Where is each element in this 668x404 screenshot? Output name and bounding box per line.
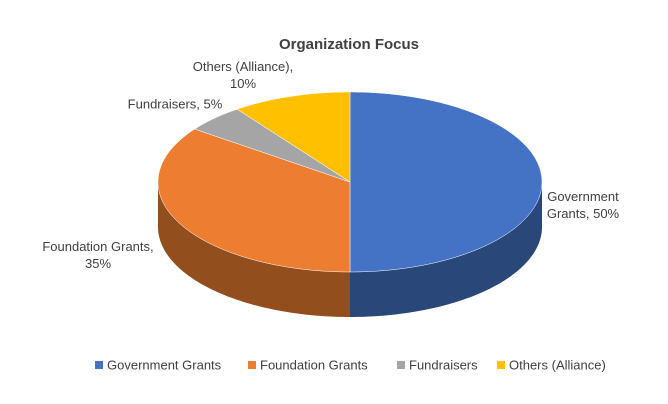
slice [236,91,351,183]
slice [349,91,543,273]
slice [194,108,351,183]
legend-label: Government Grants [107,357,222,372]
slice [157,128,351,273]
slice-side [158,182,350,317]
legend-label: Others (Alliance) [509,357,606,372]
data-label: Foundation Grants, 35% [42,239,154,271]
legend-label: Fundraisers [409,357,478,372]
data-label: Government Grants, 50% [546,189,620,221]
legend-swatch [397,361,405,369]
legend-swatch [95,361,103,369]
legend-label: Foundation Grants [260,357,368,372]
legend-swatch [248,361,256,369]
data-label: Fundraisers, 5% [127,96,223,112]
legend-swatch [497,361,505,369]
slice-side [350,182,542,317]
data-label: Others (Alliance), 10% [192,59,294,91]
chart-title: Organization Focus [279,36,419,53]
